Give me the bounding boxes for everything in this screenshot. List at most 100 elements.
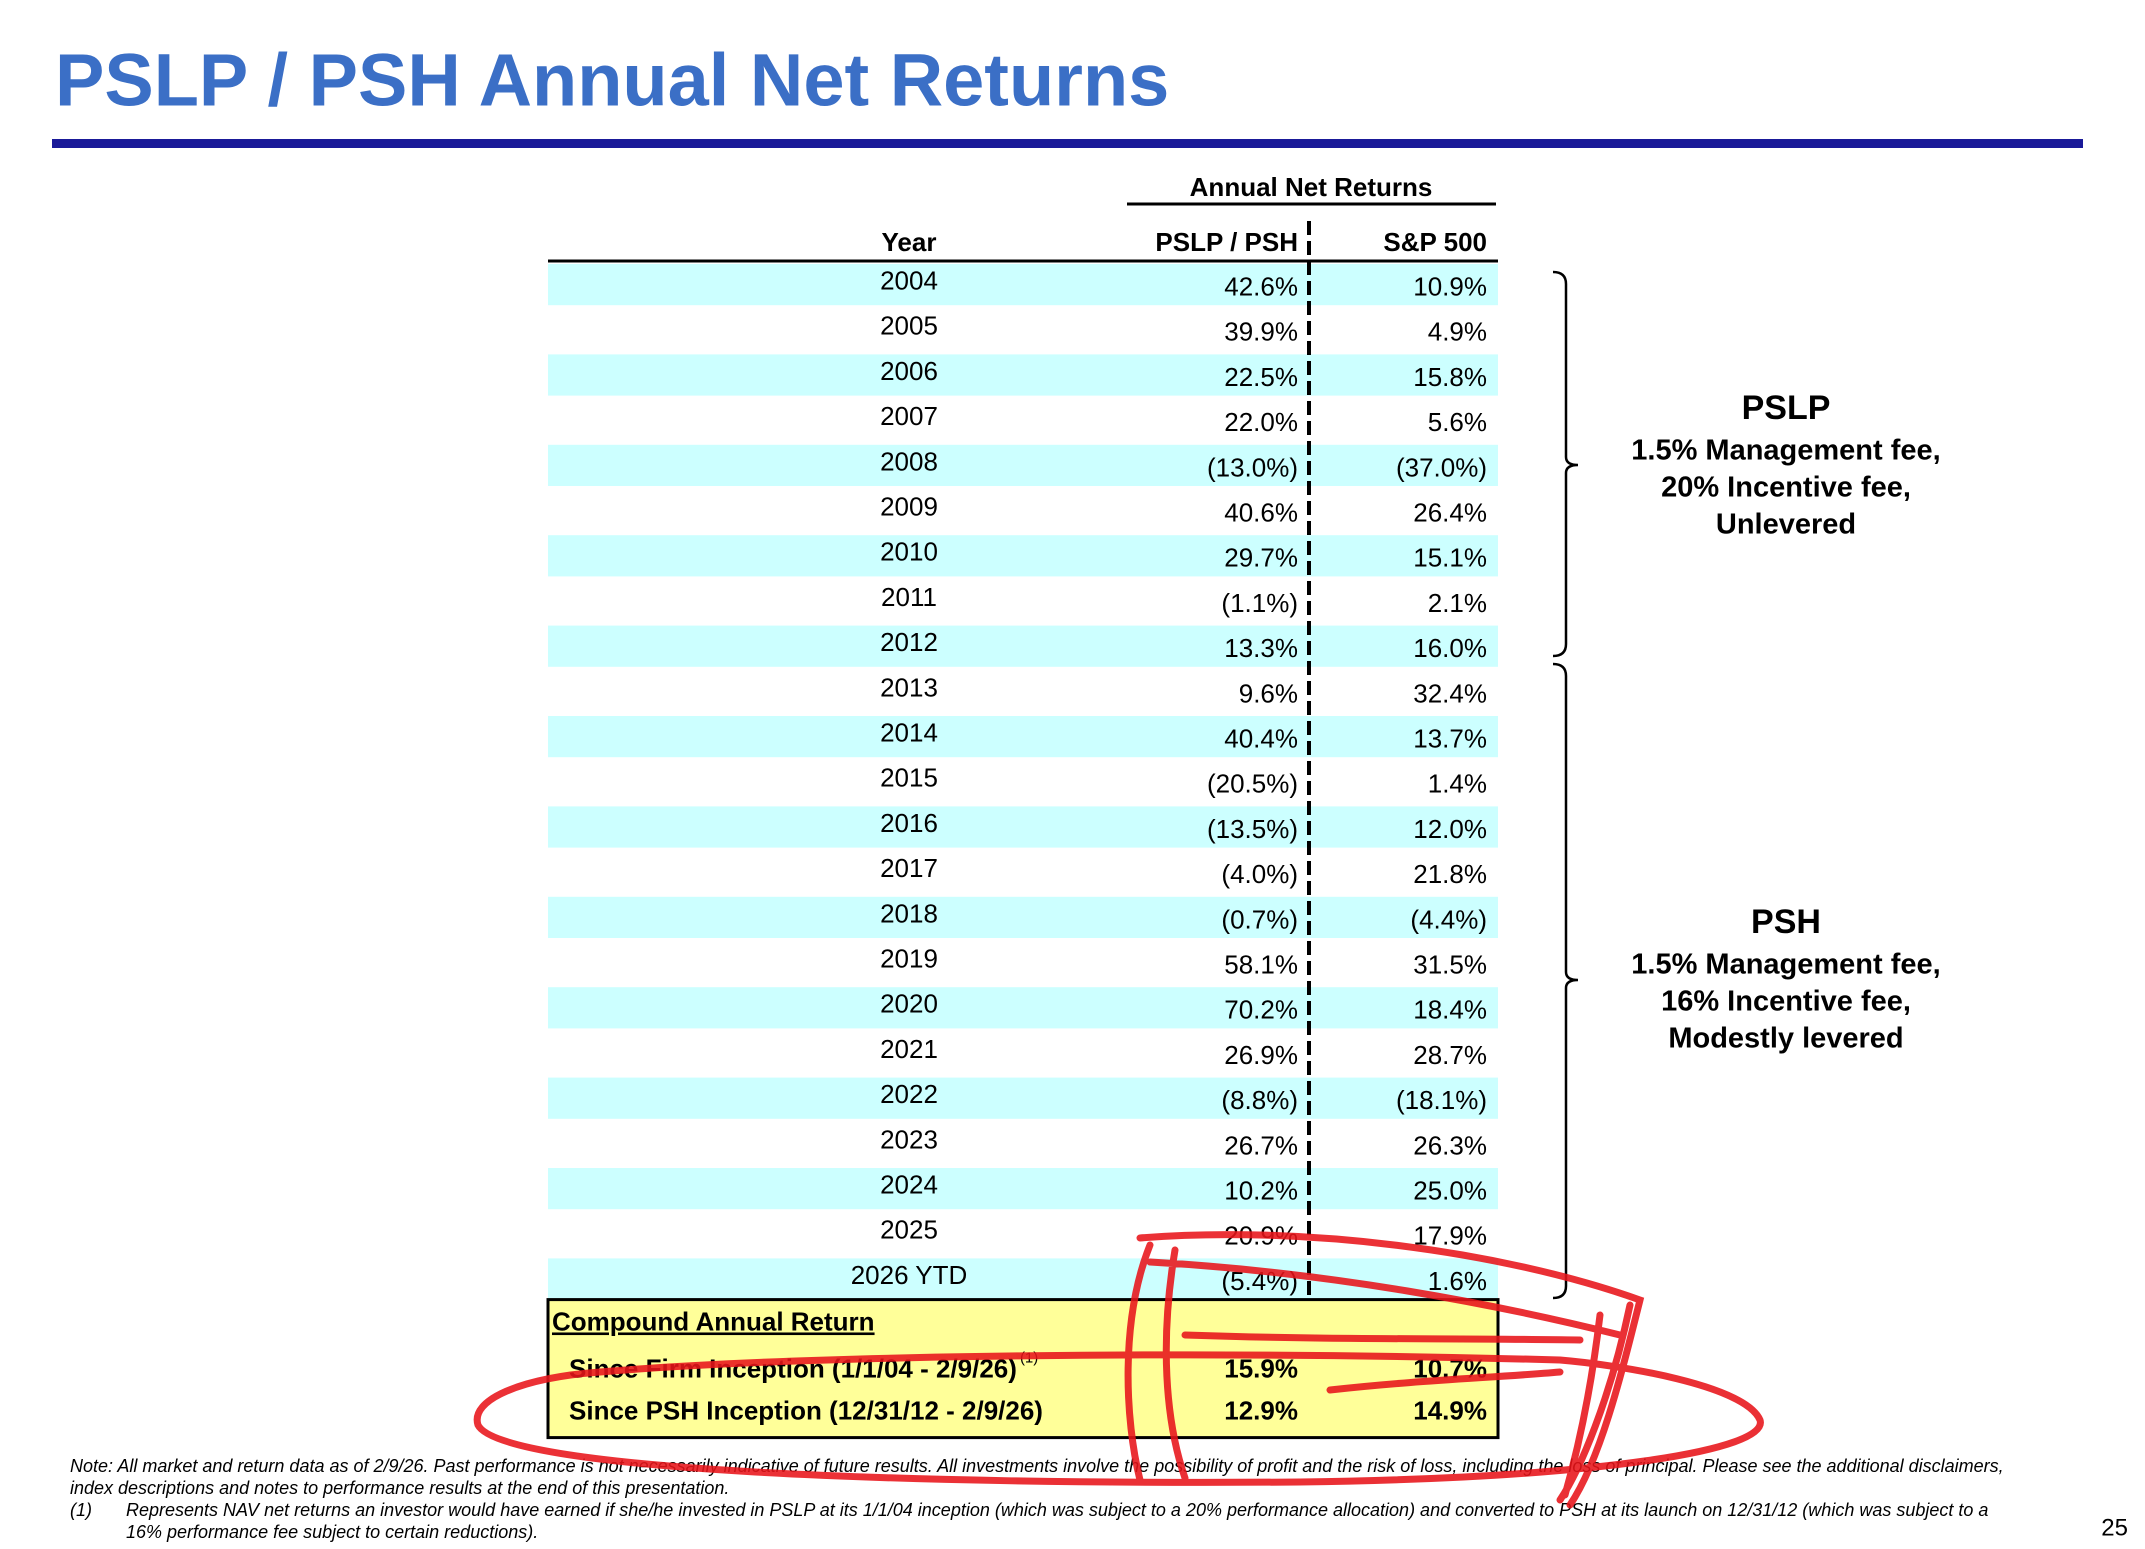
year-cell: 2008 [880, 446, 938, 476]
year-cell: 2023 [880, 1124, 938, 1154]
sp500-cell: 21.8% [1413, 859, 1487, 889]
year-cell: 2011 [881, 582, 937, 612]
scribble-loop [473, 1351, 1764, 1486]
footnote-line: Represents NAV net returns an investor w… [126, 1500, 1988, 1520]
title-rule [52, 139, 2083, 148]
sp500-cell: (37.0%) [1396, 452, 1487, 482]
year-cell: 2014 [880, 717, 938, 747]
year-cell: 2026 YTD [851, 1260, 968, 1290]
footnotes: Note: All market and return data as of 2… [70, 1456, 2128, 1542]
sp500-cell: 32.4% [1413, 678, 1487, 708]
year-cell: 2020 [880, 989, 938, 1019]
pslp-cell: 9.6% [1239, 678, 1298, 708]
brace [1552, 662, 1579, 1300]
row-band [548, 354, 1498, 396]
column-header: S&P 500 [1383, 227, 1487, 257]
sp500-cell: 10.9% [1413, 271, 1487, 301]
row-band [548, 1168, 1498, 1210]
sp500-cell: 13.7% [1413, 723, 1487, 753]
year-cell: 2025 [880, 1215, 938, 1245]
row-band [548, 535, 1498, 577]
column-header: PSLP / PSH [1155, 227, 1298, 257]
row-band [548, 444, 1498, 486]
sp500-cell: 28.7% [1413, 1040, 1487, 1070]
pslp-cell: 29.7% [1224, 543, 1298, 573]
pslp-cell: 40.6% [1224, 497, 1298, 527]
pslp-cell: 13.3% [1224, 633, 1298, 663]
pslp-cell: (8.8%) [1221, 1085, 1298, 1115]
sp500-cell: 2.1% [1428, 588, 1487, 618]
pslp-cell: (0.7%) [1221, 904, 1298, 934]
compound-pslp: 12.9% [1224, 1395, 1298, 1425]
pslp-cell: (4.0%) [1221, 859, 1298, 889]
compound-sp500: 14.9% [1413, 1395, 1487, 1425]
sp500-cell: 31.5% [1413, 949, 1487, 979]
footnote-line: 16% performance fee subject to certain r… [126, 1522, 538, 1542]
footnote-marker: (1) [70, 1500, 92, 1520]
sp500-cell: 25.0% [1413, 1175, 1487, 1205]
sp500-cell: 15.8% [1413, 362, 1487, 392]
row-band [548, 1077, 1498, 1119]
brace [1552, 270, 1579, 658]
sp500-cell: 26.3% [1413, 1130, 1487, 1160]
group-detail: 16% Incentive fee, [1661, 986, 1911, 1018]
row-band [548, 806, 1498, 848]
pslp-cell: 70.2% [1224, 995, 1298, 1025]
row-band [548, 716, 1498, 758]
scribble-stroke [1124, 1231, 1645, 1509]
group-name: PSLP [1742, 389, 1831, 427]
sp500-cell: 16.0% [1413, 633, 1487, 663]
slide-title: PSLP / PSH Annual Net Returns [55, 39, 1169, 122]
column-header: Year [882, 227, 937, 257]
sp500-cell: 18.4% [1413, 995, 1487, 1025]
year-cell: 2013 [880, 672, 938, 702]
group-name: PSH [1751, 903, 1821, 941]
row-band [548, 1258, 1498, 1300]
year-cell: 2007 [880, 401, 938, 431]
group-detail: Modestly levered [1668, 1023, 1903, 1055]
row-band [548, 987, 1498, 1029]
sp500-cell: 1.4% [1428, 769, 1487, 799]
sp500-cell: (18.1%) [1396, 1085, 1487, 1115]
pslp-cell: 26.9% [1224, 1040, 1298, 1070]
sp500-cell: 12.0% [1413, 814, 1487, 844]
page-number: 25 [2101, 1514, 2128, 1541]
note-line: index descriptions and notes to performa… [70, 1478, 729, 1498]
year-cell: 2010 [880, 537, 938, 567]
year-cell: 2024 [880, 1169, 938, 1199]
sp500-cell: 5.6% [1428, 407, 1487, 437]
sp500-cell: (4.4%) [1410, 904, 1487, 934]
row-band [548, 264, 1498, 306]
group-annotations: PSLP 1.5% Management fee, 20% Incentive fe… [1552, 270, 1941, 1300]
group-detail: 1.5% Management fee, [1631, 949, 1940, 981]
pslp-cell: 40.4% [1224, 723, 1298, 753]
year-cell: 2019 [880, 943, 938, 973]
group-header: Annual Net Returns [1190, 172, 1433, 202]
year-cell: 2012 [880, 627, 938, 657]
year-cell: 2005 [880, 311, 938, 341]
sp500-cell: 1.6% [1428, 1266, 1487, 1296]
year-cell: 2006 [880, 356, 938, 386]
returns-table: Annual Net Returns Year PSLP / PSH S&P 500 2… [546, 172, 1500, 1440]
year-cell: 2017 [880, 853, 938, 883]
sp500-cell: 4.9% [1428, 317, 1487, 347]
year-cell: 2015 [880, 763, 938, 793]
pslp-cell: (13.5%) [1207, 814, 1298, 844]
pslp-cell: 42.6% [1224, 271, 1298, 301]
year-cell: 2018 [880, 898, 938, 928]
note-line: Note: All market and return data as of 2… [70, 1456, 2004, 1476]
year-cell: 2022 [880, 1079, 938, 1109]
compound-label: Since PSH Inception (12/31/12 - 2/9/26) [569, 1395, 1043, 1425]
pslp-cell: 10.2% [1224, 1175, 1298, 1205]
row-band [548, 896, 1498, 938]
group-detail: 20% Incentive fee, [1661, 472, 1911, 504]
compound-box [546, 1298, 1500, 1440]
pslp-cell: 26.7% [1224, 1130, 1298, 1160]
year-cell: 2016 [880, 808, 938, 838]
pslp-cell: 39.9% [1224, 317, 1298, 347]
group-detail: Unlevered [1716, 509, 1856, 541]
pslp-cell: (13.0%) [1207, 452, 1298, 482]
year-cell: 2009 [880, 491, 938, 521]
pslp-cell: 22.5% [1224, 362, 1298, 392]
